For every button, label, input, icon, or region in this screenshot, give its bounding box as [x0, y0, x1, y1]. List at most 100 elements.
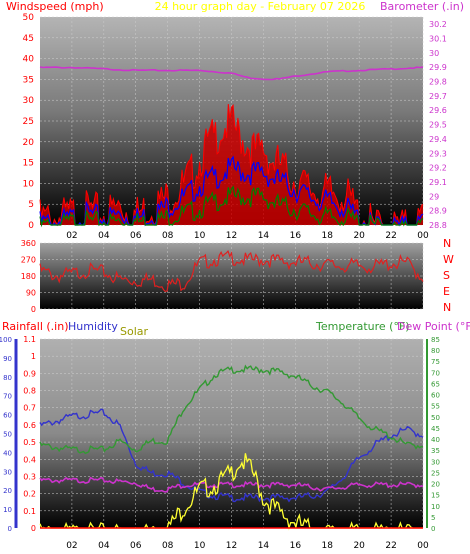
temperature-y-tick: 75: [431, 358, 440, 366]
wind-x-tick: 20: [353, 231, 365, 241]
baro-y-tick: 30.2: [429, 20, 447, 29]
data-series: [39, 66, 424, 531]
temperature-y-tick: 60: [431, 392, 440, 400]
humidity-y-tick: 80: [3, 374, 12, 382]
rainfall-label: Rainfall (.in): [2, 320, 69, 333]
humidity-y-tick: 50: [3, 431, 12, 439]
baro-y-tick: 30.1: [429, 35, 447, 44]
wind-y-tick: 20: [23, 138, 35, 148]
temperature-y-tick: 65: [431, 380, 440, 388]
temperature-y-tick: 55: [431, 403, 440, 411]
axis-ticks: 0510152025303540455028.828.92929.129.229…: [0, 13, 447, 551]
rainfall-y-tick: 0.3: [23, 472, 36, 481]
humidity-y-tick: 0: [8, 525, 12, 533]
wind-x-tick: 18: [322, 231, 334, 241]
direction-letter-s: S: [443, 269, 450, 282]
temperature-y-tick: 30: [431, 458, 440, 466]
wind-y-tick: 5: [28, 200, 34, 210]
wind-y-tick: 35: [23, 75, 34, 85]
wind-x-tick: 00: [417, 231, 429, 241]
direction-letter-e: E: [443, 285, 450, 298]
wind-x-tick: 22: [385, 231, 396, 241]
wind-y-tick: 50: [23, 13, 35, 23]
windspeed-label: Windspeed (mph): [6, 0, 104, 13]
wind-x-tick: 12: [226, 231, 237, 241]
baro-y-tick: 29.8: [429, 78, 447, 87]
wind-x-tick: 10: [194, 231, 206, 241]
humidity-line: [39, 408, 424, 504]
rainfall-y-tick: 0.4: [23, 455, 36, 464]
rainfall-y-tick: 1.1: [23, 335, 36, 344]
wind-y-tick: 40: [23, 55, 35, 65]
rainfall-y-tick: 0: [31, 524, 36, 533]
temperature-y-tick: 20: [431, 481, 440, 489]
temp-x-tick: 00: [417, 541, 429, 551]
temp-x-tick: 14: [258, 541, 270, 551]
wind-y-tick: 45: [23, 34, 34, 44]
baro-y-tick: 29.7: [429, 92, 447, 101]
temperature-y-tick: 10: [431, 503, 440, 511]
temperature-line: [39, 364, 424, 455]
temperature-y-tick: 45: [431, 425, 440, 433]
rainfall-y-tick: 0.7: [23, 404, 36, 413]
rainfall-y-tick: 0.6: [23, 421, 36, 430]
rainfall-y-tick: 0.5: [23, 438, 36, 447]
dir-y-tick: 90: [26, 289, 36, 298]
baro-y-tick: 30: [429, 49, 439, 58]
temperature-y-tick: 15: [431, 492, 440, 500]
wind-low-line: [39, 185, 424, 228]
baro-y-tick: 29.2: [429, 164, 447, 173]
temp-x-tick: 18: [322, 541, 334, 551]
rainfall-y-tick: 0.2: [23, 490, 36, 499]
wind-y-tick: 0: [28, 221, 34, 231]
barometer-line: [39, 66, 424, 81]
wind-y-tick: 30: [23, 96, 35, 106]
baro-y-tick: 28.9: [429, 207, 447, 216]
humidity-label: Humidity: [68, 320, 118, 333]
wind-x-tick: 08: [162, 231, 174, 241]
temp-x-tick: 12: [226, 541, 237, 551]
baro-y-tick: 29.6: [429, 106, 447, 115]
rainfall-y-tick: 0.1: [23, 507, 36, 516]
wind-y-tick: 25: [23, 117, 34, 127]
temp-x-tick: 10: [194, 541, 206, 551]
humidity-y-tick: 70: [3, 393, 12, 401]
solar-label: Solar: [120, 325, 149, 338]
temp-x-tick: 22: [385, 541, 396, 551]
temperature-y-tick: 35: [431, 447, 440, 455]
baro-y-tick: 29.1: [429, 178, 447, 187]
rainfall-y-tick: 0.8: [23, 387, 36, 396]
wind-y-tick: 15: [23, 159, 34, 169]
temperature-y-tick: 50: [431, 414, 440, 422]
dir-y-tick: 270: [21, 256, 36, 265]
temperature-y-tick: 80: [431, 347, 440, 355]
baro-y-tick: 29.9: [429, 63, 447, 72]
temp-x-tick: 08: [162, 541, 174, 551]
baro-y-tick: 29.5: [429, 121, 447, 130]
direction-letter-n: N: [443, 301, 451, 314]
humidity-y-tick: 40: [3, 449, 12, 457]
temperature-y-tick: 25: [431, 469, 440, 477]
baro-y-tick: 29.4: [429, 135, 447, 144]
dir-y-tick: 360: [21, 239, 36, 248]
graph-title: 24 hour graph day - February 07 2026: [155, 0, 366, 13]
baro-y-tick: 29: [429, 192, 439, 201]
humidity-y-tick: 100: [0, 336, 12, 344]
temp-x-tick: 20: [353, 541, 365, 551]
wind-x-tick: 14: [258, 231, 270, 241]
rainfall-y-tick: 1: [31, 352, 36, 361]
rainfall-y-tick: 0.9: [23, 369, 36, 378]
temp-x-tick: 06: [130, 541, 142, 551]
direction-letter-w: W: [443, 253, 454, 266]
wind-x-tick: 04: [98, 231, 110, 241]
wind-direction-line: [39, 249, 424, 293]
humidity-y-tick: 20: [3, 487, 12, 495]
direction-letter-n: N: [443, 237, 451, 250]
temperature-label: Temperature (°F): [315, 320, 410, 333]
dir-y-tick: 180: [21, 272, 36, 281]
temp-x-tick: 16: [290, 541, 302, 551]
humidity-y-tick: 30: [3, 468, 12, 476]
temperature-y-tick: 0: [431, 525, 435, 533]
